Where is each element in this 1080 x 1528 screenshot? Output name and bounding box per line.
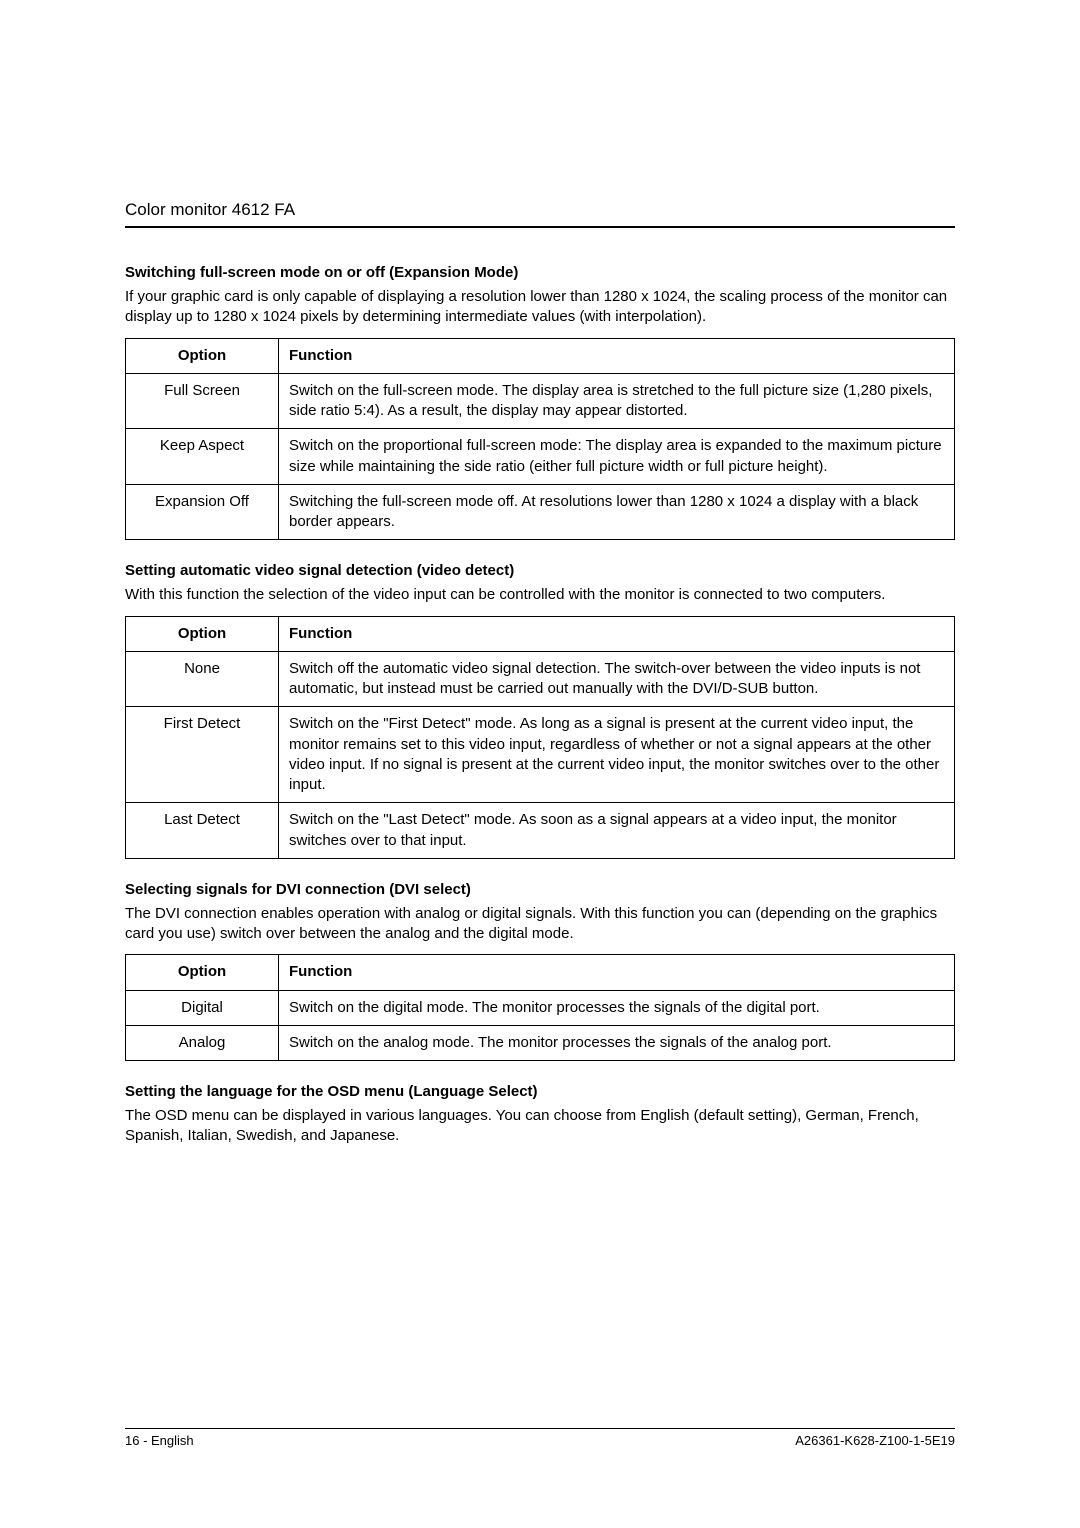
section-heading-dviselect: Selecting signals for DVI connection (DV… bbox=[125, 881, 955, 898]
col-header-function: Function bbox=[279, 616, 955, 651]
table-row: Last Detect Switch on the "Last Detect" … bbox=[126, 803, 955, 859]
section-intro-expansion: If your graphic card is only capable of … bbox=[125, 287, 955, 328]
table-row: Option Function bbox=[126, 338, 955, 373]
cell-function: Switch on the analog mode. The monitor p… bbox=[279, 1025, 955, 1060]
table-row: Full Screen Switch on the full-screen mo… bbox=[126, 373, 955, 429]
table-row: Digital Switch on the digital mode. The … bbox=[126, 990, 955, 1025]
col-header-option: Option bbox=[126, 616, 279, 651]
table-row: Keep Aspect Switch on the proportional f… bbox=[126, 429, 955, 485]
table-row: Expansion Off Switching the full-screen … bbox=[126, 484, 955, 540]
cell-option: Keep Aspect bbox=[126, 429, 279, 485]
col-header-option: Option bbox=[126, 955, 279, 990]
cell-option: Digital bbox=[126, 990, 279, 1025]
cell-option: Last Detect bbox=[126, 803, 279, 859]
col-header-option: Option bbox=[126, 338, 279, 373]
section-intro-dviselect: The DVI connection enables operation wit… bbox=[125, 904, 955, 945]
table-row: None Switch off the automatic video sign… bbox=[126, 651, 955, 707]
table-row: Analog Switch on the analog mode. The mo… bbox=[126, 1025, 955, 1060]
cell-option: Analog bbox=[126, 1025, 279, 1060]
running-header: Color monitor 4612 FA bbox=[125, 200, 955, 220]
cell-function: Switch on the digital mode. The monitor … bbox=[279, 990, 955, 1025]
cell-function: Switch on the "First Detect" mode. As lo… bbox=[279, 707, 955, 803]
header-rule bbox=[125, 226, 955, 228]
cell-function: Switch on the full-screen mode. The disp… bbox=[279, 373, 955, 429]
footer-rule bbox=[125, 1428, 955, 1429]
table-row: Option Function bbox=[126, 616, 955, 651]
col-header-function: Function bbox=[279, 955, 955, 990]
page-footer: 16 - English A26361-K628-Z100-1-5E19 bbox=[125, 1428, 955, 1448]
cell-function: Switch on the "Last Detect" mode. As soo… bbox=[279, 803, 955, 859]
cell-option: Expansion Off bbox=[126, 484, 279, 540]
table-expansion: Option Function Full Screen Switch on th… bbox=[125, 338, 955, 541]
section-heading-videodetect: Setting automatic video signal detection… bbox=[125, 562, 955, 579]
section-heading-expansion: Switching full-screen mode on or off (Ex… bbox=[125, 264, 955, 281]
section-intro-videodetect: With this function the selection of the … bbox=[125, 585, 955, 605]
col-header-function: Function bbox=[279, 338, 955, 373]
cell-option: None bbox=[126, 651, 279, 707]
table-dviselect: Option Function Digital Switch on the di… bbox=[125, 954, 955, 1061]
footer-right: A26361-K628-Z100-1-5E19 bbox=[795, 1433, 955, 1448]
section-intro-language: The OSD menu can be displayed in various… bbox=[125, 1106, 955, 1147]
table-row: First Detect Switch on the "First Detect… bbox=[126, 707, 955, 803]
cell-option: First Detect bbox=[126, 707, 279, 803]
footer-left: 16 - English bbox=[125, 1433, 194, 1448]
cell-function: Switch on the proportional full-screen m… bbox=[279, 429, 955, 485]
cell-option: Full Screen bbox=[126, 373, 279, 429]
footer-row: 16 - English A26361-K628-Z100-1-5E19 bbox=[125, 1433, 955, 1448]
cell-function: Switching the full-screen mode off. At r… bbox=[279, 484, 955, 540]
cell-function: Switch off the automatic video signal de… bbox=[279, 651, 955, 707]
table-row: Option Function bbox=[126, 955, 955, 990]
document-page: Color monitor 4612 FA Switching full-scr… bbox=[0, 0, 1080, 1528]
section-heading-language: Setting the language for the OSD menu (L… bbox=[125, 1083, 955, 1100]
table-videodetect: Option Function None Switch off the auto… bbox=[125, 616, 955, 859]
